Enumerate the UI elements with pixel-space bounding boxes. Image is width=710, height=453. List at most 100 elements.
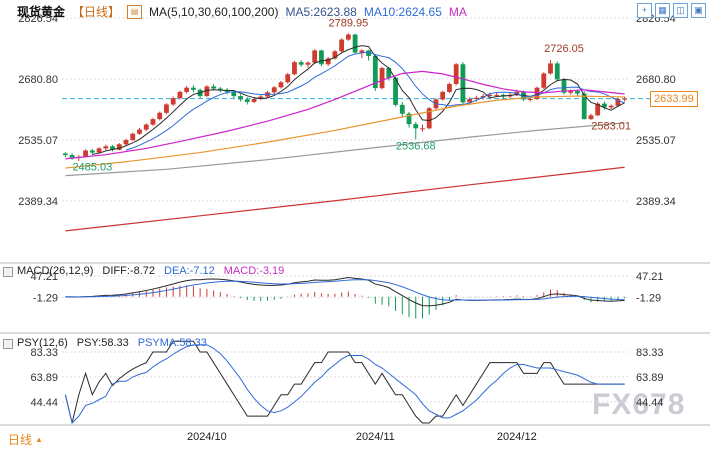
ma-line-ma30 [65, 70, 625, 160]
ma-more-value: MA [448, 4, 467, 19]
candle-body [285, 74, 291, 83]
macd-diff-value: DIFF:-8.72 [102, 265, 155, 277]
period-selector-label: 日线 [8, 433, 33, 447]
candle-body [244, 99, 250, 102]
candle-body [379, 68, 385, 89]
period-tag: 【日线】 [72, 5, 121, 19]
candle-body [467, 99, 473, 103]
y-tick-label: 2389.34 [18, 196, 58, 208]
ma-line-ma10 [125, 51, 625, 151]
price-annotation: 2485.03 [72, 162, 112, 174]
snapshot-icon[interactable]: ▤ [127, 4, 143, 19]
candle-body [413, 124, 419, 129]
y-tick-label: -1.29 [636, 292, 661, 304]
candle-body [177, 91, 183, 99]
price-annotation: 2536.68 [396, 141, 436, 153]
y-tick-label: 2535.07 [636, 135, 676, 147]
y-tick-label: 44.44 [30, 397, 58, 409]
candle-body [278, 82, 284, 88]
candle-body [251, 99, 257, 102]
x-axis-label: 2024/10 [186, 431, 227, 443]
candle-body [69, 155, 75, 158]
candle-body [602, 103, 607, 108]
ma-line-ma200 [65, 166, 625, 232]
y-tick-label: 47.21 [636, 271, 664, 283]
dea-line [65, 279, 625, 301]
grid-view-icon[interactable]: ▦ [655, 3, 670, 18]
candle-body [170, 98, 176, 105]
period-selector[interactable]: 日线 ▲ [8, 431, 43, 448]
candle-body [110, 146, 115, 150]
candle-body [420, 128, 425, 130]
y-tick-label: 2535.07 [18, 135, 58, 147]
candle-body [447, 83, 452, 92]
y-tick-label: 83.33 [30, 347, 58, 359]
candle-body [319, 50, 324, 65]
candle-body [352, 34, 358, 53]
candle-body [426, 108, 432, 129]
candle-body [238, 96, 243, 100]
candle-body [615, 99, 621, 106]
candle-body [393, 77, 398, 105]
ma-settings-label: MA(5,10,30,60,100,200) [149, 4, 279, 19]
candle-body [527, 99, 533, 101]
y-tick-label: 2680.80 [636, 74, 676, 86]
candle-body [588, 115, 594, 120]
candle-body [548, 63, 553, 74]
candle-body [554, 63, 560, 80]
psy-value: PSY:58.33 [76, 337, 129, 349]
price-annotation: 2726.05 [544, 43, 584, 55]
y-tick-label: 63.89 [30, 372, 58, 384]
candle-body [190, 87, 196, 90]
y-tick-label: 2826.54 [18, 13, 58, 25]
candle-body [608, 105, 614, 108]
candle-body [312, 50, 318, 63]
y-tick-label: 83.33 [636, 347, 664, 359]
candle-body [575, 91, 580, 94]
candle-body [292, 62, 297, 75]
candle-body [581, 93, 587, 120]
candle-body [487, 94, 493, 97]
macd-macd-value: MACD:-3.19 [223, 265, 285, 277]
candle-body [123, 140, 129, 145]
candle-body [231, 91, 237, 97]
split-view-icon[interactable]: ◫ [673, 3, 688, 18]
instrument-title: 现货黄金 [17, 5, 66, 19]
candle-body [211, 86, 217, 89]
ma-line-ma100 [65, 122, 625, 177]
ma5-value: MA5:2623.88 [285, 4, 357, 19]
macd-panel-collapse-icon[interactable] [3, 267, 13, 277]
chart-toolbar: + ▦ ◫ ▣ [637, 3, 706, 18]
candle-body [453, 64, 459, 84]
candle-body [622, 98, 628, 100]
candle-body [325, 58, 331, 65]
candle-body [150, 119, 156, 125]
candle-body [137, 129, 142, 134]
fullscreen-icon[interactable]: ▣ [691, 3, 706, 18]
candle-body [406, 113, 412, 125]
candle-body [305, 62, 311, 65]
psy-header: PSY(12,6) PSY:58.33 PSYMA:58.33 [17, 337, 207, 349]
candle-body [541, 73, 547, 88]
candle-body [534, 87, 540, 100]
psyma-line [64, 344, 625, 424]
chevron-up-icon: ▲ [35, 435, 43, 444]
candle-body [399, 104, 405, 114]
candle-body [130, 133, 136, 141]
x-axis-label: 2024/12 [496, 431, 537, 443]
psy-panel-collapse-icon[interactable] [3, 339, 13, 349]
candle-body [359, 50, 365, 53]
candle-body [561, 79, 567, 93]
candle-body [157, 112, 163, 120]
y-tick-label: -1.29 [33, 292, 58, 304]
candle-body [460, 64, 466, 103]
y-tick-label: 2680.80 [18, 74, 58, 86]
add-indicator-icon[interactable]: + [637, 3, 652, 18]
ma10-value: MA10:2624.65 [363, 4, 442, 19]
candle-body [339, 39, 345, 52]
macd-params-label: MACD(26,12,9) [17, 265, 94, 277]
candle-body [473, 97, 479, 100]
macd-dea-value: DEA:-7.12 [164, 265, 215, 277]
candle-body [271, 87, 277, 93]
